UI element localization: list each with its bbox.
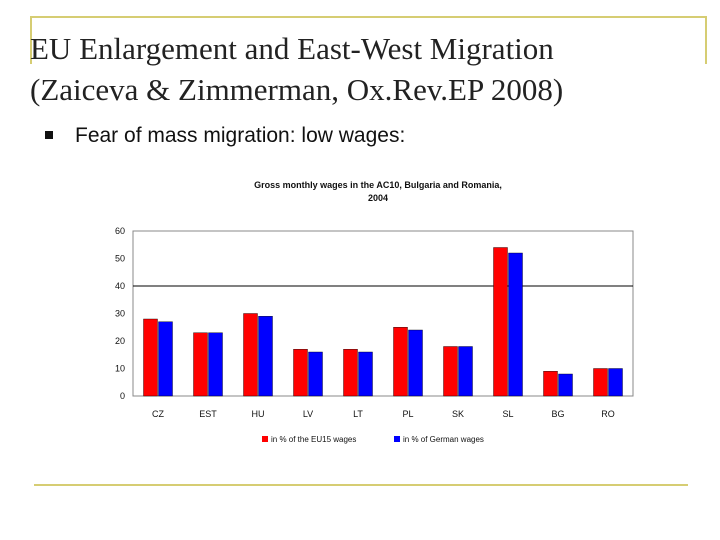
x-axis-ticks: CZ EST HU LV LT PL SK SL BG RO [152,409,615,419]
bar-lt-series-1 [343,349,358,397]
x-tick-label: CZ [152,409,164,419]
bar-sl-series-1 [493,247,508,397]
bar-pl-series-1 [393,327,408,397]
plot-area [132,230,634,397]
x-tick-label: EST [199,409,217,419]
bar-ro-series-1 [593,368,608,397]
x-tick-label: HU [252,409,265,419]
x-tick-label: RO [601,409,615,419]
x-tick-label: SL [502,409,513,419]
x-tick-label: PL [402,409,413,419]
bar-lv-series-2 [308,351,323,397]
bullet-text: Fear of mass migration: low wages: [75,124,406,147]
y-tick-label: 0 [120,391,125,401]
top-accent-line [30,16,707,18]
legend-label-2: in % of German wages [403,435,484,444]
legend: in % of the EU15 wages in % of German wag… [262,435,484,444]
x-tick-label: BG [551,409,564,419]
bars [143,247,623,397]
bar-sk-series-2 [458,346,473,397]
y-tick-label: 20 [115,336,125,346]
bottom-accent-line [34,484,688,486]
chart-title-line-2: 2004 [368,193,388,203]
y-tick-label: 40 [115,281,125,291]
bar-lv-series-1 [293,349,308,397]
y-axis-ticks: 0 10 20 30 40 50 60 [115,226,125,401]
legend-swatch-1 [262,436,268,442]
slide-title: EU Enlargement and East-West Migration (… [30,28,710,110]
bar-cz-series-2 [158,321,173,397]
y-tick-label: 30 [115,309,125,319]
legend-swatch-2 [394,436,400,442]
bar-lt-series-2 [358,351,373,397]
legend-label-1: in % of the EU15 wages [271,435,356,444]
bar-cz-series-1 [143,318,158,397]
y-tick-label: 50 [115,254,125,264]
bar-est-series-2 [208,332,223,397]
left-accent-line [30,16,32,64]
bar-sk-series-1 [443,346,458,397]
bar-pl-series-2 [408,329,423,397]
y-tick-label: 60 [115,226,125,236]
chart-title-line-1: Gross monthly wages in the AC10, Bulgari… [254,180,502,190]
right-accent-line [705,16,707,64]
bar-sl-series-2 [508,252,523,397]
bar-ro-series-2 [608,368,623,397]
slide-title-line-1: EU Enlargement and East-West Migration [30,31,554,66]
bar-hu-series-1 [243,313,258,397]
y-tick-label: 10 [115,364,125,374]
bar-bg-series-1 [543,371,558,397]
slide-title-line-2: (Zaiceva & Zimmerman, Ox.Rev.EP 2008) [30,72,564,107]
x-tick-label: LV [303,409,313,419]
bar-hu-series-2 [258,316,273,397]
x-tick-label: SK [452,409,464,419]
x-tick-label: LT [353,409,363,419]
bar-bg-series-2 [558,373,573,397]
square-bullet-icon [45,131,53,139]
bar-est-series-1 [193,332,208,397]
